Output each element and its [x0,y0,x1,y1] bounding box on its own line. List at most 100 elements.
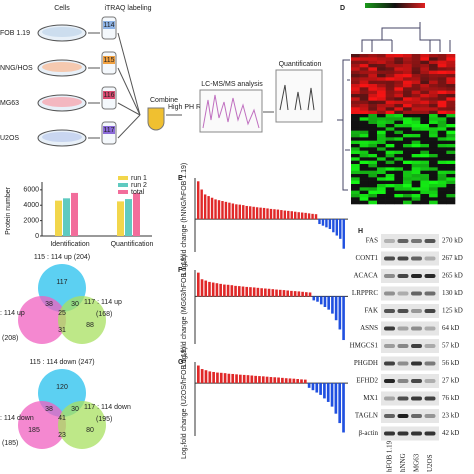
bar [301,291,304,297]
heat-cell [411,144,421,148]
bar [342,219,345,249]
heat-cell [420,54,430,58]
bar [312,296,316,301]
heat-cell [385,77,395,81]
band [384,291,395,296]
heat-cell [359,77,369,81]
heat-cell [411,130,421,135]
heat-cell [385,137,395,141]
heat-cell [437,197,447,201]
heat-cell [437,187,447,191]
blot [381,234,439,248]
heat-cell [377,90,386,95]
heat-cell [385,140,395,145]
heat-cell [377,97,386,101]
heat-cell [394,170,404,175]
blot [381,426,439,441]
size: 57 kD [442,342,459,350]
bar [319,383,322,395]
heat-cell [377,120,386,125]
heat-cell [446,124,456,128]
bar [238,204,242,220]
bar [259,207,262,220]
heat-cell [394,200,404,205]
heat-cell [351,94,360,98]
heat-cell [446,177,456,181]
heat-cell [368,60,378,65]
count: 38 [45,301,53,308]
bar [330,383,334,407]
heat-cell [429,97,438,101]
heat-cell [394,80,404,85]
heat-cell [429,74,438,78]
heat-cell [368,130,378,135]
heat-cell [446,77,456,81]
heat-cell [411,64,421,68]
band [411,344,422,348]
heat-cell [377,117,386,121]
heat-cell [385,124,395,128]
heat-cell [394,100,404,105]
heat-cell [437,147,447,151]
tag: 117 [103,127,114,134]
tube-pooled [147,107,165,131]
bar [241,286,245,297]
heat-cell [368,127,378,131]
bar [305,292,308,297]
heat-cell [368,140,378,145]
heat-cell [446,170,456,175]
heat-cell [385,80,395,85]
size: 267 kD [442,254,463,262]
heat-cell [351,197,360,201]
band [384,309,395,313]
heat-cell [411,140,421,145]
heat-cell [446,60,456,65]
heat-cell [368,104,378,108]
heat-cell [377,74,386,78]
size: 125 kD [442,307,463,315]
heat-cell [403,134,412,138]
bar [264,288,267,297]
bar [260,288,263,297]
panel-letter: H [358,228,363,235]
band [397,361,409,366]
heat-cell [351,184,360,188]
bar [258,376,261,384]
heat-cell [403,64,412,68]
legend-label: run 1 [131,175,147,182]
bar [235,204,238,220]
heat-cell [403,157,412,161]
heat-cell [420,190,430,195]
bar [339,219,342,239]
heat-cell [359,177,369,181]
heat-cell [368,74,378,78]
heat-cell [385,147,395,151]
blot [381,339,439,353]
heat-cell [377,124,386,128]
heat-cell [351,124,360,128]
heat-cell [411,94,421,98]
heat-cell [394,110,404,115]
band [411,239,422,243]
heat-cell [394,190,404,195]
heat-cell [403,84,412,88]
heat-cell [403,80,412,85]
heat-cell [420,67,430,71]
legend-label: total [131,189,145,196]
bar [269,377,273,384]
band [397,344,409,348]
heat-cell [385,194,395,198]
heat-cell [446,120,456,125]
heat-cell [394,64,404,68]
bar [200,279,204,297]
heat-cell [429,60,438,65]
bar [215,283,219,297]
heat-cell [429,134,438,138]
protein: TAGLN [355,412,378,420]
heat-cell [368,190,378,195]
heat-cell [429,90,438,95]
bar [269,208,273,220]
heat-cell [420,124,430,128]
heat-cell [446,100,456,105]
